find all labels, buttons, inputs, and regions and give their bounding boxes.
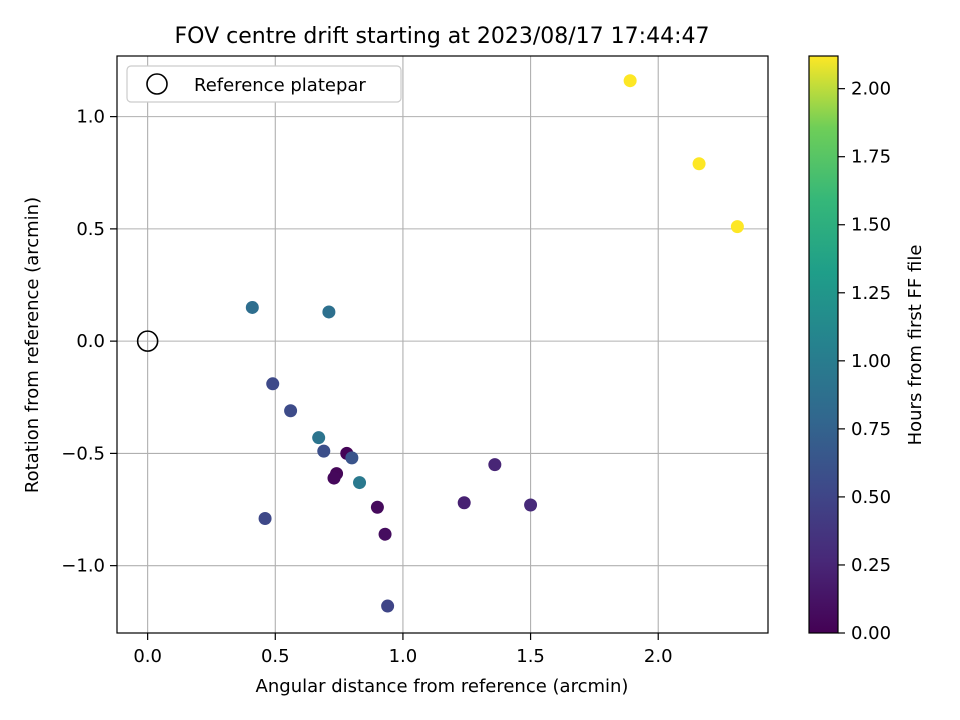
plot-area: 0.0 0.5 1.0 1.5 2.0 −1.0 −0.5 0.0 0.5 1.0 Refere…	[61, 55, 769, 667]
data-point	[353, 476, 367, 490]
x-tick-label: 0.0	[133, 646, 162, 667]
colorbar: 0.00 0.25 0.50 0.75 1.00 1.25 1.50 1.75 2.00 Hou…	[808, 55, 926, 644]
colorbar-tick-label: 1.75	[851, 147, 891, 168]
data-point	[245, 300, 259, 314]
data-point	[378, 527, 392, 541]
data-point	[623, 74, 637, 88]
colorbar-ticks: 0.00 0.25 0.50 0.75 1.00 1.25 1.50 1.75 2.00	[838, 79, 891, 644]
x-tick-label: 1.0	[389, 646, 418, 667]
grid	[117, 56, 768, 633]
data-point	[692, 157, 706, 171]
reference-marker	[136, 330, 159, 352]
x-axis-ticks: 0.0 0.5 1.0 1.5 2.0	[133, 633, 673, 667]
y-axis-ticks: −1.0 −0.5 0.0 0.5 1.0	[61, 107, 117, 577]
data-point	[312, 431, 326, 445]
colorbar-tick-label: 0.50	[851, 487, 891, 508]
legend-label: Reference platepar	[194, 75, 366, 96]
y-tick-label: 0.0	[76, 331, 105, 352]
data-point	[381, 599, 395, 613]
data-point	[322, 305, 336, 319]
data-point	[258, 511, 272, 525]
x-tick-label: 0.5	[261, 646, 290, 667]
data-point	[317, 444, 331, 458]
data-point	[284, 404, 298, 418]
data-point	[730, 220, 744, 234]
x-tick-label: 2.0	[644, 646, 673, 667]
y-tick-label: −0.5	[61, 443, 105, 464]
data-point	[266, 377, 280, 391]
y-tick-label: −1.0	[61, 556, 105, 577]
chart-title: FOV centre drift starting at 2023/08/17 …	[175, 24, 710, 49]
y-tick-label: 0.5	[76, 219, 105, 240]
data-point	[488, 458, 502, 472]
data-points	[245, 74, 744, 613]
data-point	[327, 471, 341, 485]
plot-frame	[116, 55, 769, 634]
colorbar-tick-label: 0.25	[851, 555, 891, 576]
colorbar-tick-label: 1.00	[851, 351, 891, 372]
colorbar-tick-label: 1.25	[851, 283, 891, 304]
colorbar-label: Hours from first FF file	[905, 245, 926, 446]
x-tick-label: 1.5	[516, 646, 545, 667]
x-axis-label: Angular distance from reference (arcmin)	[256, 676, 629, 697]
colorbar-tick-label: 0.75	[851, 419, 891, 440]
data-point	[370, 500, 384, 514]
data-point	[524, 498, 538, 512]
data-point	[457, 496, 471, 510]
colorbar-tick-label: 0.00	[851, 623, 891, 644]
colorbar-tick-label: 2.00	[851, 79, 891, 100]
colorbar-tick-label: 1.50	[851, 215, 891, 236]
colorbar-gradient	[808, 55, 839, 634]
legend-box	[126, 65, 402, 103]
legend-marker	[146, 73, 168, 95]
y-tick-label: 1.0	[76, 107, 105, 128]
data-point	[345, 451, 359, 465]
y-axis-label: Rotation from reference (arcmin)	[22, 197, 43, 493]
legend: Reference platepar	[126, 65, 402, 103]
